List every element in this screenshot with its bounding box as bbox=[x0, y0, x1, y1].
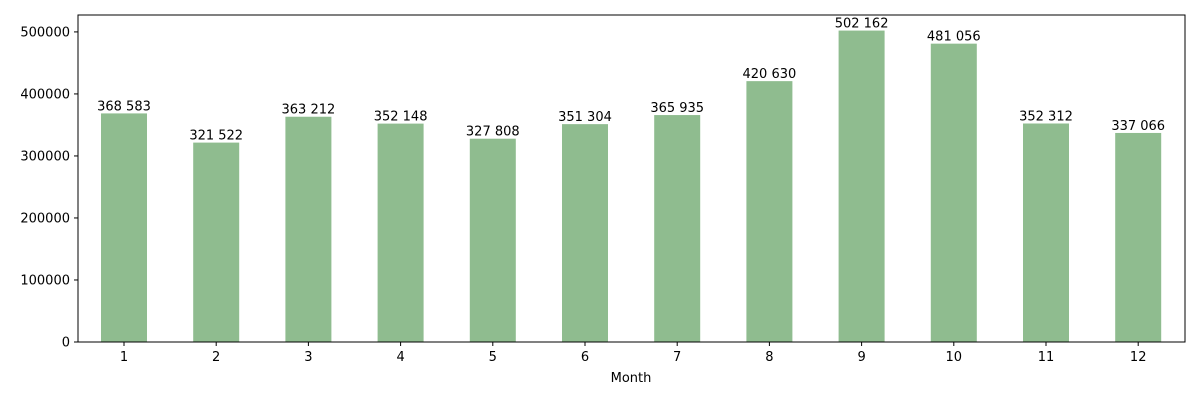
y-axis: 0 100000 200000 300000 400000 500000 bbox=[20, 25, 78, 351]
bar-month-12 bbox=[1115, 132, 1162, 342]
value-label-month-10: 481 056 bbox=[927, 30, 981, 45]
value-label-month-11: 352 312 bbox=[1019, 110, 1073, 125]
y-tick-label: 500000 bbox=[20, 25, 70, 40]
bar-month-6 bbox=[562, 124, 608, 342]
y-tick-label: 300000 bbox=[20, 149, 70, 164]
value-label-month-8: 420 630 bbox=[743, 67, 797, 82]
plot-area bbox=[78, 15, 1185, 342]
y-tick-label: 200000 bbox=[20, 211, 70, 226]
plot-frame bbox=[77, 14, 1186, 343]
value-label-month-2: 321 522 bbox=[189, 129, 243, 144]
x-tick-label: 7 bbox=[673, 350, 681, 365]
y-tick-label: 100000 bbox=[20, 273, 70, 288]
x-tick-label: 9 bbox=[857, 350, 865, 365]
bar-month-9 bbox=[838, 30, 885, 342]
x-axis-title: Month bbox=[611, 371, 652, 386]
bar-month-1 bbox=[101, 113, 147, 342]
x-tick-label: 8 bbox=[765, 350, 773, 365]
value-label-month-5: 327 808 bbox=[466, 125, 520, 140]
bar-month-7 bbox=[654, 115, 701, 342]
value-label-month-9: 502 162 bbox=[835, 17, 889, 32]
x-tick-label: 4 bbox=[396, 350, 404, 365]
x-tick-label: 3 bbox=[304, 350, 312, 365]
value-label-month-12: 337 066 bbox=[1111, 119, 1165, 134]
value-label-month-3: 363 212 bbox=[282, 103, 336, 118]
x-tick-label: 12 bbox=[1130, 350, 1147, 365]
bar-month-5 bbox=[469, 138, 516, 342]
bars-group bbox=[101, 30, 1162, 343]
bar-month-2 bbox=[193, 142, 240, 342]
value-label-month-1: 368 583 bbox=[97, 99, 151, 114]
value-label-month-6: 351 304 bbox=[558, 110, 612, 125]
x-tick-label: 10 bbox=[946, 350, 963, 365]
y-tick-label: 400000 bbox=[20, 87, 70, 102]
value-labels-group: 368 583 321 522 363 212 352 148 327 808 351 3… bbox=[97, 17, 1165, 144]
bar-month-10 bbox=[930, 43, 977, 342]
value-label-month-4: 352 148 bbox=[374, 110, 428, 125]
x-tick-label: 2 bbox=[212, 350, 220, 365]
y-tick-label: 0 bbox=[62, 336, 70, 351]
x-tick-label: 6 bbox=[581, 350, 589, 365]
x-tick-label: 1 bbox=[120, 350, 128, 365]
bar-month-8 bbox=[746, 81, 793, 342]
x-axis: 1 2 3 4 5 6 7 8 9 10 11 12 bbox=[120, 342, 1147, 365]
x-tick-label: 5 bbox=[489, 350, 497, 365]
bar-month-4 bbox=[377, 123, 424, 342]
bar-month-3 bbox=[285, 116, 332, 343]
bar-month-11 bbox=[1023, 123, 1069, 342]
x-tick-label: 11 bbox=[1038, 350, 1055, 365]
value-label-month-7: 365 935 bbox=[650, 101, 704, 116]
